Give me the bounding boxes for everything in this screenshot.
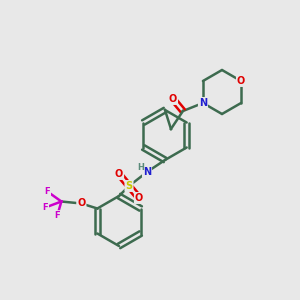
Text: O: O — [135, 193, 143, 203]
Text: F: F — [43, 203, 48, 212]
Text: O: O — [169, 94, 177, 104]
Text: O: O — [237, 76, 245, 86]
Text: O: O — [115, 169, 123, 179]
Text: F: F — [55, 211, 60, 220]
Text: N: N — [199, 98, 207, 108]
Text: O: O — [77, 199, 86, 208]
Text: F: F — [44, 187, 50, 196]
Text: H: H — [138, 164, 144, 172]
Text: N: N — [143, 167, 151, 177]
Text: S: S — [125, 181, 133, 191]
